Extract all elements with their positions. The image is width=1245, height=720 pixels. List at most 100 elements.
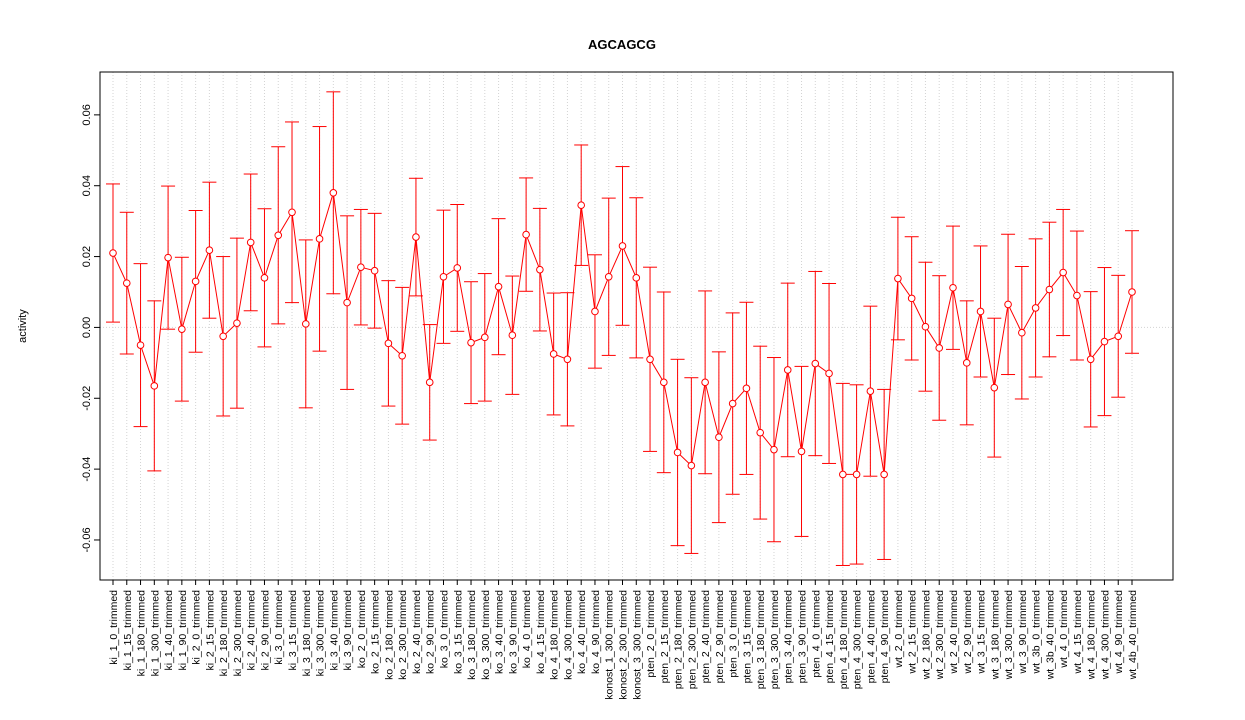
point	[315, 235, 324, 243]
x-tick-label: pten_2_180_trimmed	[673, 590, 685, 689]
x-tick-label: ko_4_90_trimmed	[590, 590, 602, 674]
point	[246, 238, 255, 247]
point	[439, 272, 448, 281]
x-tick-label: wt_4b_40_trimmed	[1127, 590, 1139, 680]
x-tick-label: pten_4_300_trimmed	[852, 590, 864, 689]
point	[260, 274, 269, 282]
x-tick-label: konost_1_300_trimmed	[604, 590, 616, 700]
point	[384, 339, 393, 348]
x-tick-label: pten_4_15_trimmed	[824, 590, 836, 684]
point	[178, 325, 186, 333]
point	[728, 399, 737, 408]
point	[522, 230, 530, 239]
point	[715, 433, 723, 442]
x-tick-label: ki_3_15_trimmed	[287, 590, 299, 671]
x-tick-label: wt_3_90_trimmed	[1017, 590, 1029, 675]
point	[122, 279, 131, 287]
x-tick-label: wt_2_0_trimmed	[893, 590, 905, 669]
x-tick-label: ki_2_15_trimmed	[204, 590, 216, 671]
point	[357, 263, 365, 271]
x-tick-label: ki_1_90_trimmed	[177, 590, 189, 671]
point	[508, 331, 517, 340]
point	[109, 249, 117, 257]
x-tick-label: pten_2_0_trimmed	[645, 590, 657, 678]
point	[1128, 288, 1136, 296]
x-tick-label: ki_3_180_trimmed	[301, 590, 313, 677]
point	[701, 378, 709, 387]
x-tick-label: wt_2_180_trimmed	[920, 590, 932, 680]
x-tick-label: wt_3b_0_trimmed	[1031, 590, 1043, 675]
x-tick-label: ki_1_15_trimmed	[122, 590, 134, 671]
point	[618, 242, 627, 250]
point	[673, 448, 682, 457]
point	[990, 383, 999, 392]
x-tick-label: ki_3_300_trimmed	[315, 590, 327, 677]
point	[880, 470, 888, 479]
x-tick-label: wt_3b_40_trimmed	[1044, 590, 1056, 680]
x-tick-label: ki_1_300_trimmed	[149, 590, 161, 677]
x-tick-label: ko_4_180_trimmed	[549, 590, 561, 680]
x-tick-label: pten_3_15_trimmed	[741, 590, 753, 684]
x-tick-label: ki_2_180_trimmed	[218, 590, 230, 677]
point	[536, 265, 544, 274]
x-tick-label: wt_4_300_trimmed	[1099, 590, 1111, 680]
point	[811, 359, 820, 368]
y-tick-label: 0.06	[81, 104, 93, 125]
point	[907, 294, 916, 303]
y-tick-label: -0.04	[81, 457, 93, 482]
point	[425, 378, 434, 387]
x-tick-label: pten_4_90_trimmed	[879, 590, 891, 684]
point	[467, 338, 475, 347]
point	[976, 307, 985, 316]
point	[687, 461, 696, 470]
x-tick-label: ki_2_0_trimmed	[191, 590, 203, 665]
point	[770, 445, 778, 454]
point	[1031, 304, 1040, 312]
point	[191, 277, 200, 286]
x-tick-label: wt_4_15_trimmed	[1072, 590, 1084, 675]
x-tick-label: ko_3_300_trimmed	[480, 590, 492, 680]
point	[398, 351, 406, 360]
x-tick-label: ko_3_40_trimmed	[494, 590, 506, 674]
point	[1100, 337, 1109, 346]
point	[921, 322, 930, 331]
x-tick-label: pten_4_0_trimmed	[810, 590, 822, 678]
point	[563, 355, 572, 364]
x-tick-label: pten_3_300_trimmed	[769, 590, 781, 689]
point	[274, 231, 283, 240]
x-tick-label: wt_4_90_trimmed	[1113, 590, 1125, 675]
x-tick-label: ko_2_0_trimmed	[356, 590, 368, 668]
x-tick-label: ko_3_0_trimmed	[438, 590, 450, 668]
point	[219, 332, 227, 341]
point	[494, 282, 503, 291]
x-tick-label: konost_3_300_trimmed	[631, 590, 643, 700]
point	[660, 378, 668, 387]
point	[949, 283, 957, 292]
x-tick-label: ko_3_180_trimmed	[466, 590, 478, 680]
x-tick-label: ko_4_0_trimmed	[521, 590, 533, 668]
x-tick-label: wt_3_300_trimmed	[1003, 590, 1015, 680]
x-tick-label: pten_2_40_trimmed	[700, 590, 712, 684]
x-tick-label: wt_3_15_trimmed	[976, 590, 988, 675]
point	[646, 355, 654, 364]
x-tick-label: wt_2_15_trimmed	[907, 590, 919, 675]
point	[1004, 300, 1012, 309]
point	[783, 366, 792, 374]
x-tick-label: ki_2_40_trimmed	[246, 590, 258, 671]
point	[604, 272, 613, 281]
x-tick-label: pten_2_300_trimmed	[686, 590, 698, 689]
x-tick-label: pten_3_0_trimmed	[728, 590, 740, 678]
point	[1018, 328, 1026, 337]
point	[935, 344, 944, 352]
point	[549, 350, 558, 358]
x-tick-label: ko_3_15_trimmed	[452, 590, 464, 674]
x-tick-label: ki_2_90_trimmed	[259, 590, 271, 671]
y-tick-label: -0.02	[81, 386, 93, 411]
y-tick-label: 0.00	[81, 317, 93, 338]
x-tick-label: ki_1_180_trimmed	[136, 590, 148, 677]
chart-title: AGCAGCG	[588, 37, 656, 52]
x-tick-label: wt_2_90_trimmed	[962, 590, 974, 675]
x-tick-label: ki_1_0_trimmed	[108, 590, 120, 665]
point	[1086, 355, 1095, 364]
